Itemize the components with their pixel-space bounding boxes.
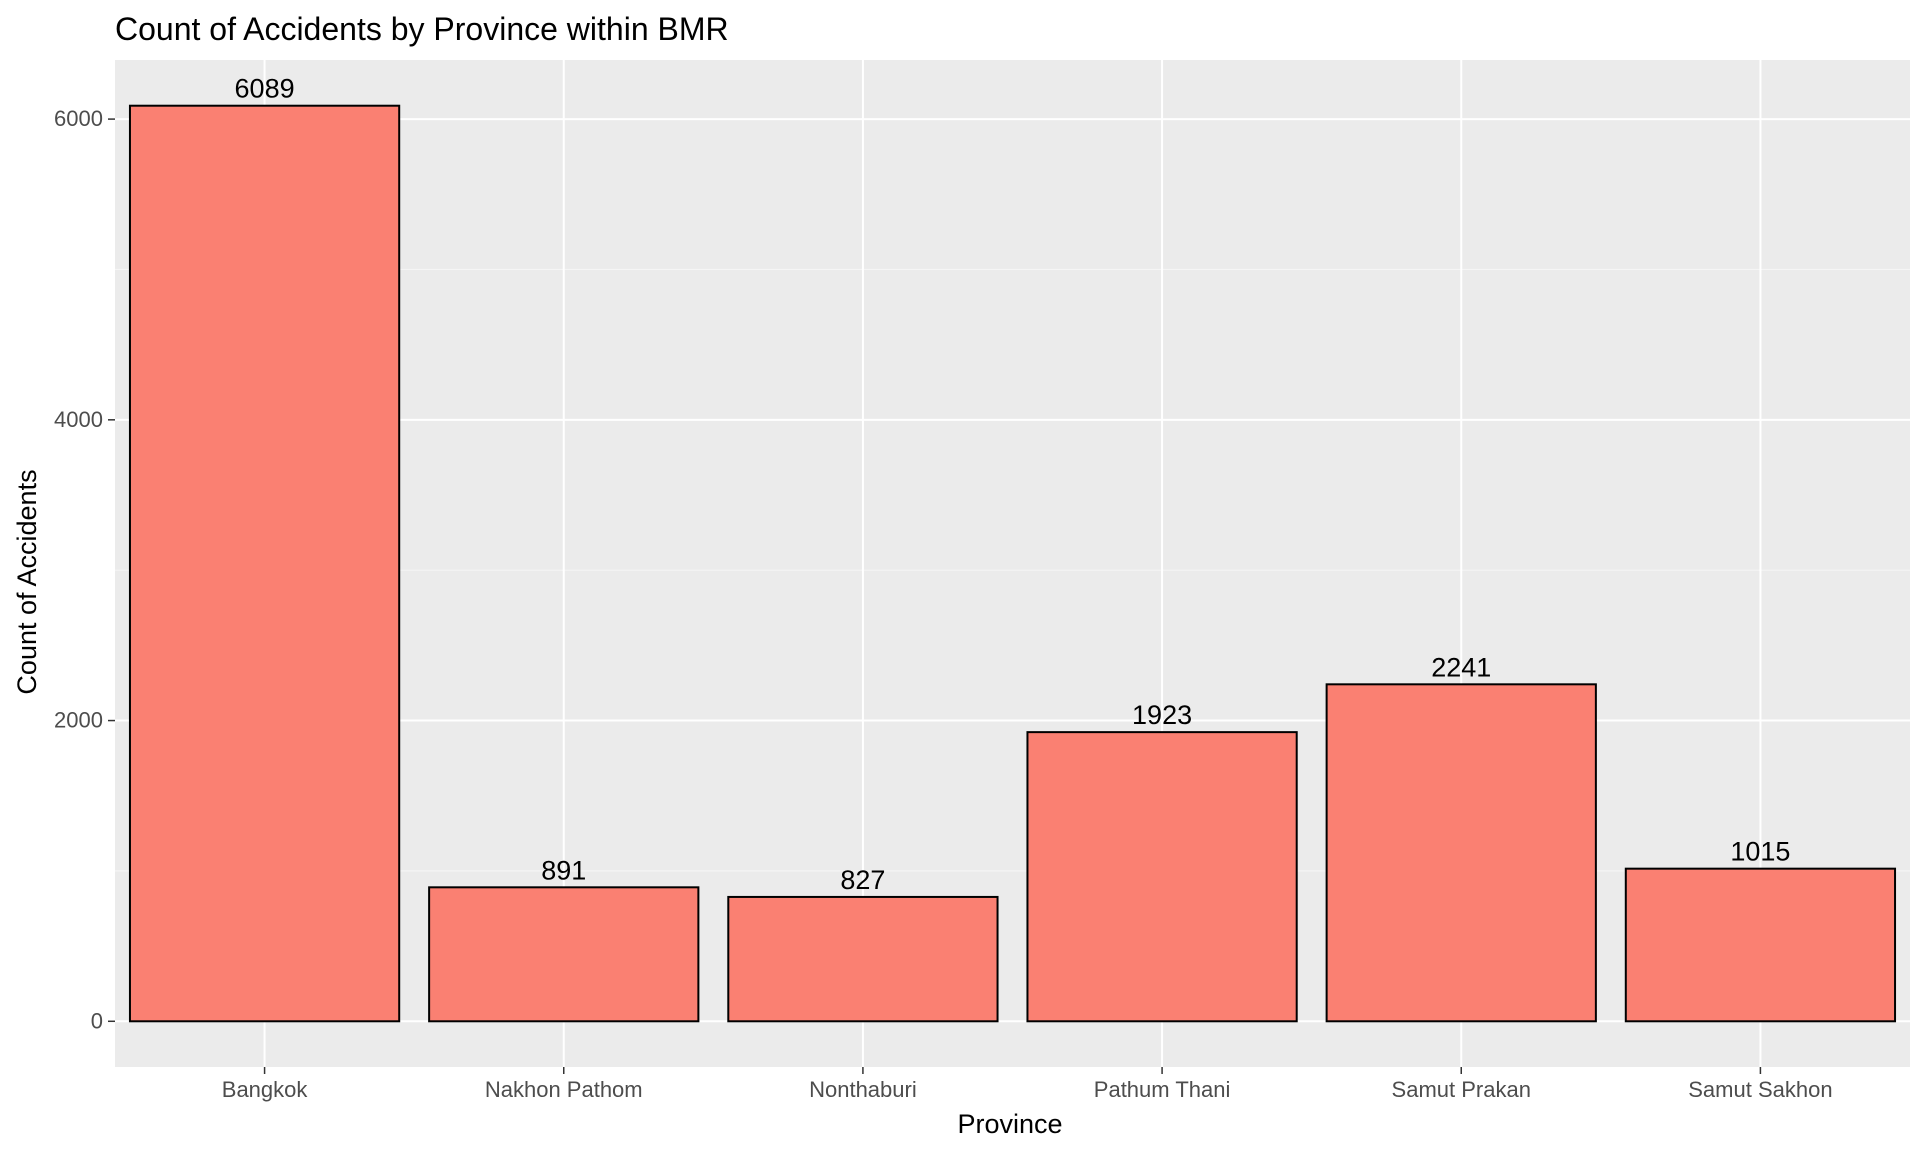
x-tick-label: Nonthaburi <box>809 1077 917 1102</box>
data-label: 6089 <box>235 74 295 104</box>
x-tick-label: Nakhon Pathom <box>485 1077 643 1102</box>
x-tick-label: Pathum Thani <box>1094 1077 1231 1102</box>
data-label: 1923 <box>1132 700 1192 730</box>
x-axis-title: Province <box>957 1109 1062 1139</box>
plot-panel <box>115 60 1910 1067</box>
x-tick-label: Samut Prakan <box>1392 1077 1531 1102</box>
panel-background <box>115 60 1910 1067</box>
x-tick-label: Samut Sakhon <box>1688 1077 1832 1102</box>
data-label: 827 <box>840 865 885 895</box>
bars <box>128 104 1897 1023</box>
y-axis: 0 2000 4000 6000 <box>54 106 115 1033</box>
bar-bangkok <box>128 104 401 1023</box>
y-tick-label: 0 <box>91 1008 103 1033</box>
bar-samut-prakan <box>1325 683 1597 1023</box>
chart-title: Count of Accidents by Province within BM… <box>115 11 729 47</box>
data-labels: 6089 891 827 1923 2241 1015 <box>235 74 1791 895</box>
x-tick-label: Bangkok <box>222 1077 309 1102</box>
data-label: 2241 <box>1431 652 1491 682</box>
y-tick-label: 2000 <box>54 708 103 733</box>
y-tick-label: 4000 <box>54 407 103 432</box>
y-axis-title: Count of Accidents <box>12 469 42 694</box>
bar-pathum-thani <box>1026 731 1298 1023</box>
y-tick-label: 6000 <box>54 106 103 131</box>
data-label: 1015 <box>1730 837 1790 867</box>
bar-nakhon-pathom <box>428 886 700 1023</box>
bar-samut-sakhon <box>1624 867 1897 1023</box>
bar-nonthaburi <box>727 895 999 1023</box>
data-label: 891 <box>541 855 586 885</box>
x-axis: Bangkok Nakhon Pathom Nonthaburi Pathum Tha… <box>222 1067 1833 1102</box>
